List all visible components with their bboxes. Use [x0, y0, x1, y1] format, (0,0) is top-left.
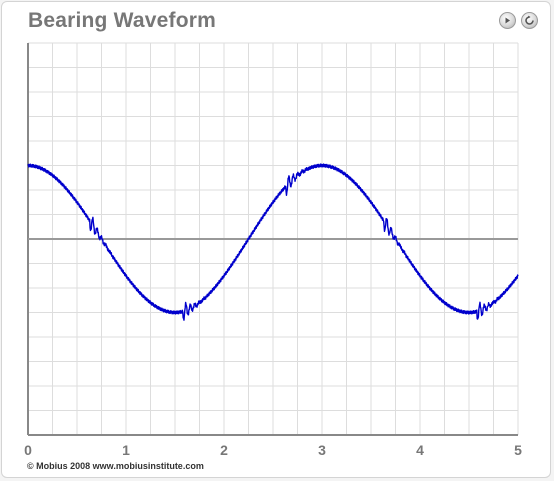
x-tick-label: 4 — [416, 442, 424, 458]
x-tick-label: 3 — [318, 442, 326, 458]
x-tick-label: 0 — [24, 442, 32, 458]
series-layer — [27, 163, 519, 321]
play-icon — [505, 17, 510, 24]
play-button[interactable] — [499, 12, 516, 29]
chart-title: Bearing Waveform — [28, 9, 216, 32]
reset-button[interactable] — [521, 12, 538, 29]
x-tick-label: 2 — [220, 442, 228, 458]
waveform-line — [27, 163, 519, 321]
copyright-footer: © Mobius 2008 www.mobiusinstitute.com — [27, 461, 204, 471]
x-tick-labels: 0 1 2 3 4 5 — [24, 442, 522, 458]
axes — [27, 43, 518, 436]
reset-icon — [525, 15, 534, 25]
x-tick-label: 5 — [514, 442, 522, 458]
x-tick-label: 1 — [122, 442, 130, 458]
